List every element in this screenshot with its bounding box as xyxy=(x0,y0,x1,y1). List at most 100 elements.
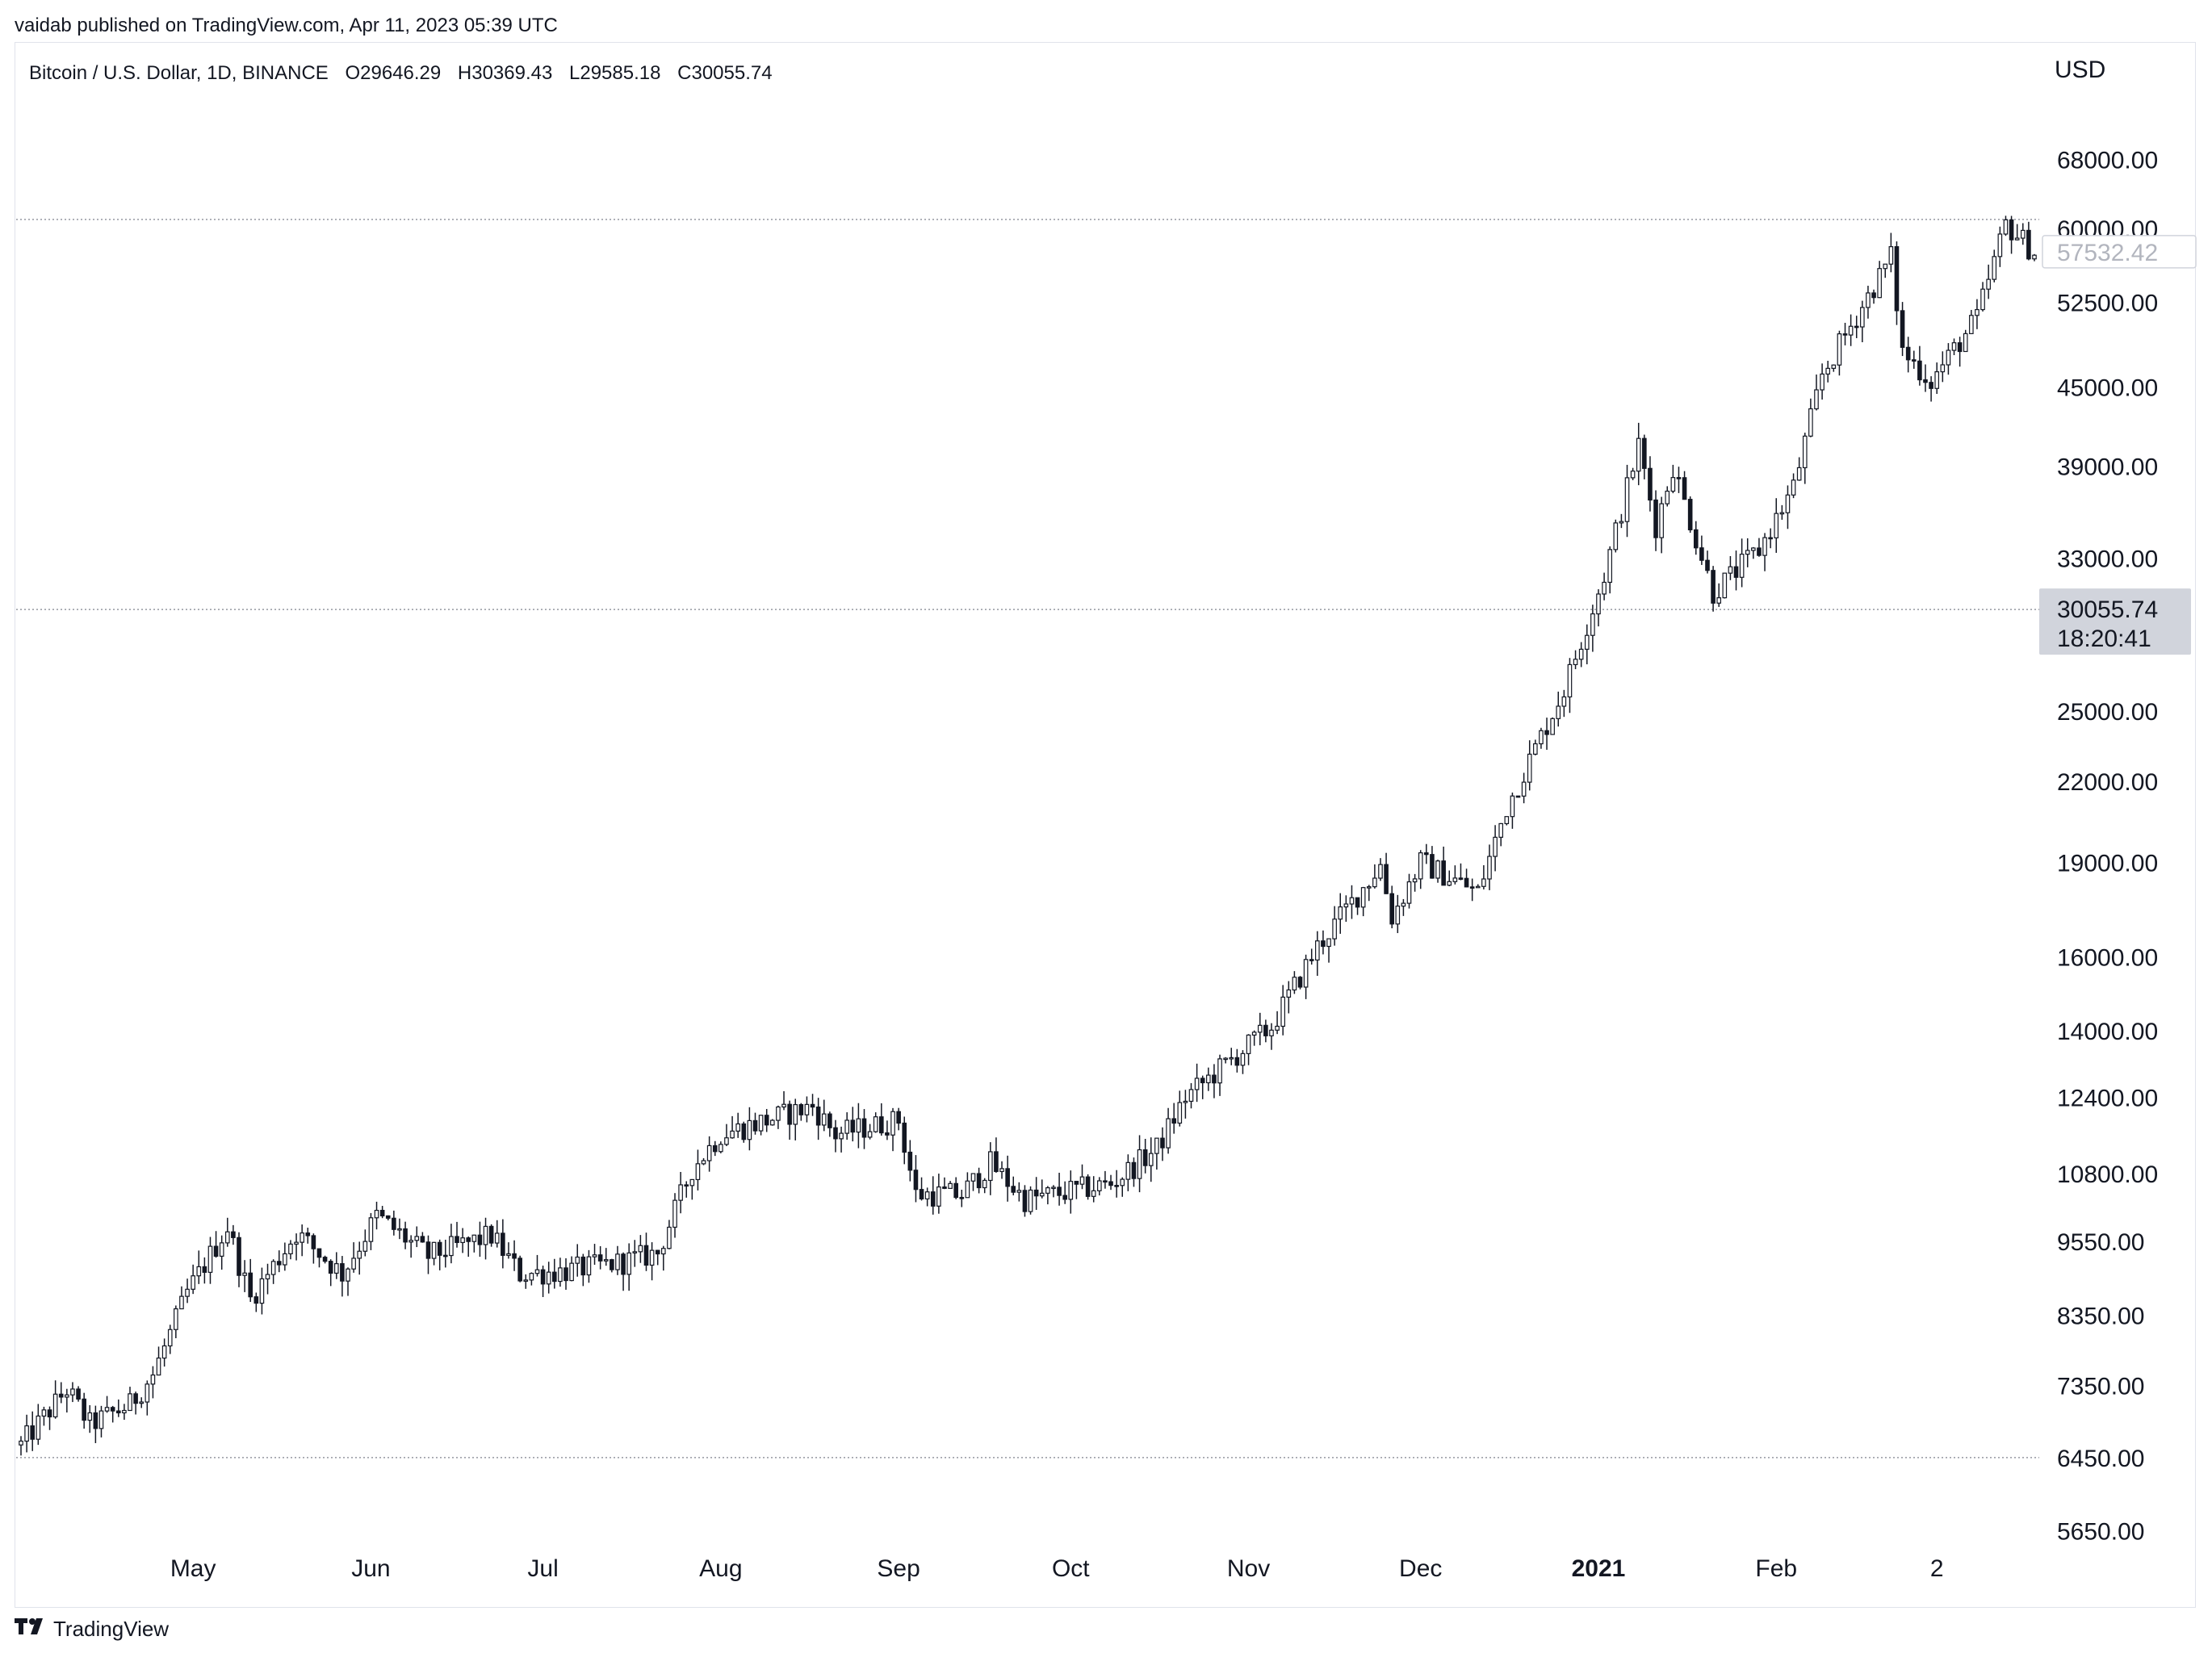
candle-body xyxy=(70,1388,75,1396)
candle-body xyxy=(1263,1024,1268,1036)
candle xyxy=(167,1324,173,1354)
candle xyxy=(1779,504,1785,520)
candle xyxy=(224,1217,230,1247)
candle xyxy=(207,1237,213,1284)
candle-body xyxy=(1561,696,1567,707)
candle-body xyxy=(546,1271,551,1285)
y-tick-label: 19000.00 xyxy=(2057,850,2158,877)
candle xyxy=(1223,1057,1228,1064)
candle-body xyxy=(1699,547,1704,561)
candle xyxy=(1435,860,1440,883)
candle xyxy=(161,1338,167,1367)
candle xyxy=(1011,1176,1016,1195)
candle-body xyxy=(288,1243,293,1255)
candle-body xyxy=(362,1241,368,1252)
candle xyxy=(1975,299,1979,329)
candle-body xyxy=(626,1252,631,1275)
candle xyxy=(1028,1186,1033,1215)
candle-body xyxy=(770,1119,775,1126)
candle-body xyxy=(1584,634,1590,650)
candle xyxy=(174,1305,178,1338)
candle xyxy=(1033,1177,1039,1210)
candle xyxy=(1257,1012,1263,1046)
candle-body xyxy=(1406,881,1412,904)
candle-body xyxy=(1573,659,1578,666)
candle xyxy=(1923,364,1928,392)
y-tick-label: 6450.00 xyxy=(2057,1446,2144,1472)
candle-body xyxy=(133,1393,138,1404)
candle xyxy=(603,1248,609,1266)
candle-body xyxy=(586,1256,592,1276)
candle xyxy=(1687,496,1693,534)
price-line-label: 57532.42 xyxy=(2057,240,2158,266)
candle-body xyxy=(1091,1190,1096,1197)
candle xyxy=(420,1232,425,1243)
candle-body xyxy=(896,1111,901,1124)
candle xyxy=(839,1126,844,1153)
candle-body xyxy=(1045,1187,1050,1194)
candle-body xyxy=(810,1103,815,1108)
candle xyxy=(1458,863,1464,881)
candle xyxy=(970,1173,976,1191)
candle xyxy=(1997,226,2003,267)
candle xyxy=(379,1206,385,1219)
candle xyxy=(1624,464,1630,538)
candle xyxy=(770,1119,775,1126)
candle-body xyxy=(1085,1176,1091,1197)
candle-body xyxy=(942,1186,947,1189)
candle xyxy=(546,1262,551,1294)
candle xyxy=(1602,572,1607,601)
tradingview-brand[interactable]: TradingView xyxy=(15,1613,169,1645)
candle-body xyxy=(1527,753,1532,783)
candle-body xyxy=(781,1103,786,1108)
candle-body xyxy=(52,1393,58,1418)
candle-body xyxy=(156,1357,161,1376)
candle xyxy=(139,1397,145,1408)
candle xyxy=(626,1243,631,1291)
candle xyxy=(1957,337,1963,367)
candle xyxy=(1521,772,1527,804)
candle-body xyxy=(684,1184,689,1187)
candle xyxy=(98,1405,104,1437)
last-price-badge: 30055.74 18:20:41 xyxy=(2039,588,2191,655)
candle xyxy=(907,1140,913,1182)
candle xyxy=(747,1107,752,1151)
candle xyxy=(455,1221,459,1248)
candle xyxy=(1733,550,1739,591)
candle-body xyxy=(1360,887,1366,908)
candle xyxy=(65,1388,69,1412)
candle xyxy=(30,1411,36,1451)
candle-body xyxy=(776,1106,781,1121)
candle-body xyxy=(1842,333,1848,336)
candle-body xyxy=(706,1145,712,1161)
candle-body xyxy=(1624,477,1630,522)
candle xyxy=(1642,434,1647,479)
candle xyxy=(58,1382,64,1404)
candle-body xyxy=(122,1409,127,1414)
candle xyxy=(1578,642,1584,667)
candle xyxy=(879,1103,884,1136)
candle-body xyxy=(237,1237,241,1276)
candle xyxy=(815,1098,821,1140)
candle-body xyxy=(1894,246,1900,312)
candle-body xyxy=(248,1272,253,1298)
candle-body xyxy=(397,1228,402,1231)
candle xyxy=(1539,727,1544,749)
candle xyxy=(615,1245,620,1275)
candle-body xyxy=(294,1241,299,1245)
candle xyxy=(706,1136,712,1172)
candle xyxy=(540,1266,546,1297)
candle xyxy=(1418,850,1423,889)
candle-body xyxy=(202,1266,207,1273)
candle-body xyxy=(982,1179,987,1189)
candle xyxy=(1263,1019,1268,1043)
candle-body xyxy=(98,1410,104,1429)
y-tick-label: 33000.00 xyxy=(2057,546,2158,572)
candle-body xyxy=(276,1261,282,1266)
candle xyxy=(1062,1181,1067,1204)
candle-body xyxy=(603,1259,609,1262)
candle-body xyxy=(191,1275,195,1290)
candle xyxy=(351,1242,356,1273)
candle xyxy=(265,1263,270,1295)
